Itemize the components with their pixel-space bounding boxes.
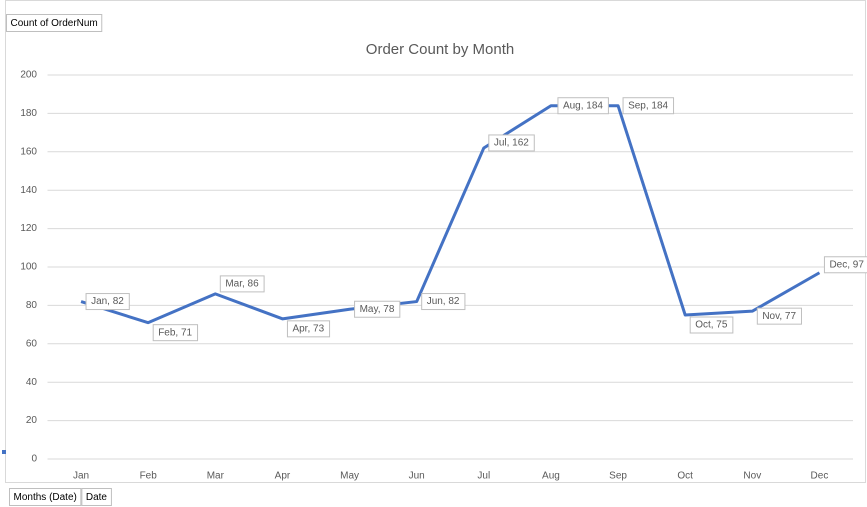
data-label: Nov, 77 bbox=[756, 307, 802, 325]
selection-handle bbox=[2, 450, 6, 454]
axis-field-button[interactable]: Date bbox=[81, 488, 112, 506]
data-label-box bbox=[689, 316, 734, 334]
x-tick-label: Aug bbox=[542, 471, 560, 482]
data-label-text: Oct, 75 bbox=[695, 320, 728, 331]
data-label-box bbox=[622, 97, 675, 115]
data-label: Jan, 82 bbox=[85, 293, 130, 311]
axis-field-button[interactable]: Months (Date) bbox=[9, 488, 82, 506]
data-label-box bbox=[421, 293, 466, 311]
data-label: Oct, 75 bbox=[689, 316, 734, 334]
y-tick-label: 140 bbox=[20, 185, 37, 196]
data-label-text: Dec, 97 bbox=[829, 259, 864, 270]
data-label: Jul, 162 bbox=[488, 134, 535, 152]
value-field-button-box bbox=[6, 14, 103, 32]
chart-title: Order Count by Month bbox=[366, 41, 514, 58]
axis-field-button-label: Date bbox=[86, 492, 108, 503]
data-label: Apr, 73 bbox=[286, 320, 331, 338]
y-tick-label: 0 bbox=[31, 454, 37, 465]
data-label-text: Mar, 86 bbox=[225, 279, 259, 290]
data-label: Jun, 82 bbox=[421, 293, 466, 311]
x-tick-label: Mar bbox=[207, 471, 225, 482]
data-label-text: Nov, 77 bbox=[762, 311, 796, 322]
data-label-text: May, 78 bbox=[360, 304, 395, 315]
data-label-box bbox=[152, 324, 199, 342]
data-label-box bbox=[756, 307, 802, 325]
data-label-text: Sep, 184 bbox=[628, 100, 668, 111]
data-label: Aug, 184 bbox=[557, 97, 609, 115]
x-tick-label: Feb bbox=[140, 471, 158, 482]
data-label-box bbox=[85, 293, 130, 311]
data-label: May, 78 bbox=[354, 300, 401, 318]
y-tick-label: 80 bbox=[26, 300, 38, 311]
data-label: Sep, 184 bbox=[622, 97, 675, 115]
x-tick-label: Jan bbox=[73, 471, 89, 482]
data-label: Mar, 86 bbox=[219, 275, 265, 293]
data-label: Dec, 97 bbox=[823, 256, 867, 274]
x-tick-label: Oct bbox=[677, 471, 693, 482]
data-label-box bbox=[286, 320, 331, 338]
data-label-box bbox=[823, 256, 867, 274]
y-tick-label: 20 bbox=[26, 415, 38, 426]
x-tick-label: Sep bbox=[609, 471, 627, 482]
axis-field-button-label: Months (Date) bbox=[14, 492, 77, 503]
x-tick-label: Jul bbox=[477, 471, 490, 482]
axis-field-button-box bbox=[81, 488, 112, 506]
data-label-text: Jul, 162 bbox=[494, 138, 529, 149]
value-field-button[interactable]: Count of OrderNum bbox=[6, 14, 103, 32]
data-label-box bbox=[219, 275, 265, 293]
y-tick-label: 180 bbox=[20, 108, 37, 119]
y-tick-label: 120 bbox=[20, 223, 37, 234]
x-tick-label: Apr bbox=[275, 471, 291, 482]
y-tick-label: 60 bbox=[26, 338, 38, 349]
axis-field-button-box bbox=[9, 488, 82, 506]
y-tick-label: 40 bbox=[26, 377, 38, 388]
data-label-box bbox=[557, 97, 609, 115]
chart-area bbox=[5, 0, 866, 483]
data-label-text: Aug, 184 bbox=[563, 100, 603, 111]
x-tick-label: Nov bbox=[743, 471, 761, 482]
y-tick-label: 160 bbox=[20, 146, 37, 157]
y-tick-label: 100 bbox=[20, 262, 37, 273]
x-tick-label: Dec bbox=[811, 471, 829, 482]
data-label-box bbox=[488, 134, 535, 152]
line bbox=[80, 104, 821, 325]
data-label-text: Feb, 71 bbox=[158, 327, 192, 338]
y-tick-label: 200 bbox=[20, 70, 37, 81]
x-tick-label: May bbox=[340, 471, 359, 482]
x-tick-label: Jun bbox=[409, 471, 425, 482]
data-label-text: Jan, 82 bbox=[91, 296, 124, 307]
data-label-text: Apr, 73 bbox=[292, 323, 324, 334]
value-field-button-label: Count of OrderNum bbox=[11, 18, 98, 29]
data-label: Feb, 71 bbox=[152, 324, 199, 342]
data-label-text: Jun, 82 bbox=[427, 296, 460, 307]
data-label-box bbox=[354, 300, 401, 318]
